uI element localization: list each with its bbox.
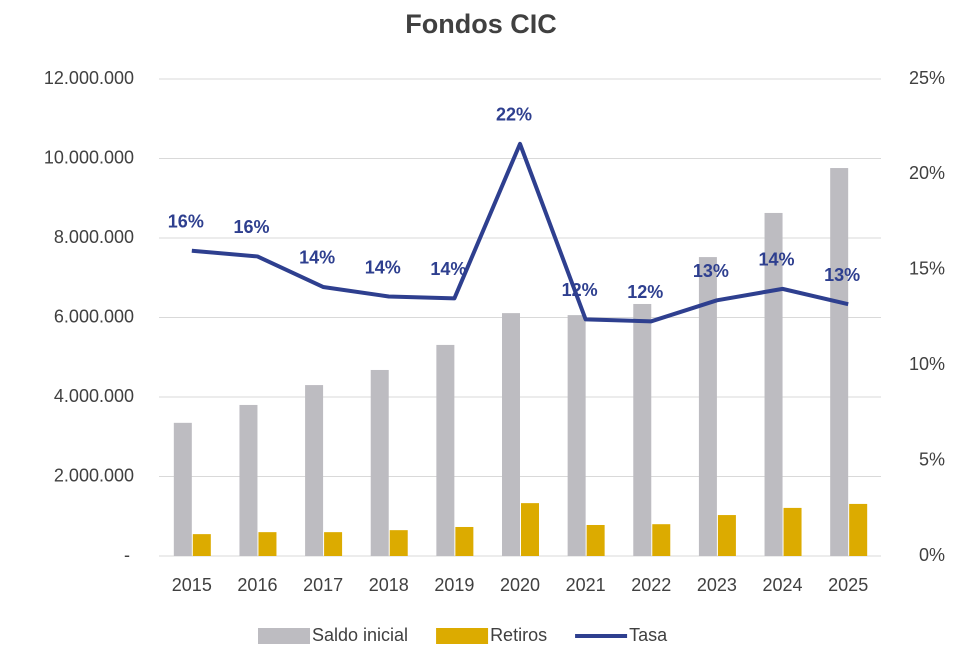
- x-tick-label: 2017: [303, 575, 343, 595]
- bar: [192, 534, 211, 556]
- data-label: 13%: [693, 261, 729, 281]
- bar: [389, 530, 408, 556]
- y2-tick-label: 5%: [919, 449, 945, 469]
- data-label: 14%: [299, 248, 335, 268]
- y-tick-label: 8.000.000: [54, 227, 134, 247]
- bar: [783, 507, 802, 556]
- bar: [849, 503, 868, 556]
- line: [191, 141, 849, 324]
- legend-label: Saldo inicial: [312, 625, 408, 645]
- bar: [830, 168, 849, 557]
- bar: [633, 303, 652, 556]
- data-label: 13%: [824, 265, 860, 285]
- bar: [258, 532, 277, 556]
- y2-tick-label: 25%: [909, 68, 945, 88]
- bar: [764, 212, 783, 556]
- bar: [305, 385, 324, 556]
- data-label: 22%: [496, 105, 532, 125]
- bar: [502, 313, 520, 556]
- data-label: 12%: [627, 282, 663, 302]
- x-tick-label: 2021: [566, 575, 606, 595]
- legend-swatch: [436, 628, 489, 644]
- bar: [521, 503, 539, 556]
- data-label: 14%: [430, 259, 466, 279]
- y-tick-label: 10.000.000: [44, 147, 134, 167]
- legend-label: Retiros: [490, 625, 547, 645]
- y2-tick-label: 10%: [909, 354, 945, 374]
- bar: [455, 526, 474, 556]
- y2-tick-label: 15%: [909, 259, 945, 279]
- y-tick-label: 6.000.000: [54, 306, 134, 326]
- data-label: 14%: [365, 257, 401, 277]
- x-tick-label: 2023: [697, 575, 737, 595]
- x-tick-label: 2020: [500, 575, 540, 595]
- x-tick-label: 2022: [631, 575, 671, 595]
- bar: [173, 422, 192, 556]
- bar: [370, 369, 389, 556]
- data-label: 14%: [759, 250, 795, 270]
- y-tick-label: -: [124, 545, 130, 565]
- bar: [436, 344, 455, 556]
- chart-title: Fondos CIC: [405, 9, 556, 39]
- bar: [698, 257, 717, 556]
- x-tick-label: 2024: [763, 575, 803, 595]
- y2-tick-label: 20%: [909, 163, 945, 183]
- bar: [652, 524, 671, 556]
- data-label: 12%: [562, 280, 598, 300]
- x-tick-label: 2016: [237, 575, 277, 595]
- bar: [586, 524, 605, 556]
- legend-swatch: [258, 628, 310, 644]
- bar: [717, 515, 736, 556]
- x-tick-label: 2019: [434, 575, 474, 595]
- y-tick-label: 4.000.000: [54, 386, 134, 406]
- y-tick-label: 2.000.000: [54, 465, 134, 485]
- y-tick-label: 12.000.000: [44, 68, 134, 88]
- bar: [324, 532, 343, 556]
- data-label: 16%: [233, 217, 269, 237]
- x-tick-label: 2025: [828, 575, 868, 595]
- x-tick-label: 2018: [369, 575, 409, 595]
- bar: [239, 404, 258, 556]
- x-tick-label: 2015: [172, 575, 212, 595]
- y2-tick-label: 0%: [919, 545, 945, 565]
- legend-label: Tasa: [629, 625, 668, 645]
- data-label: 16%: [168, 211, 204, 231]
- bar: [567, 315, 586, 556]
